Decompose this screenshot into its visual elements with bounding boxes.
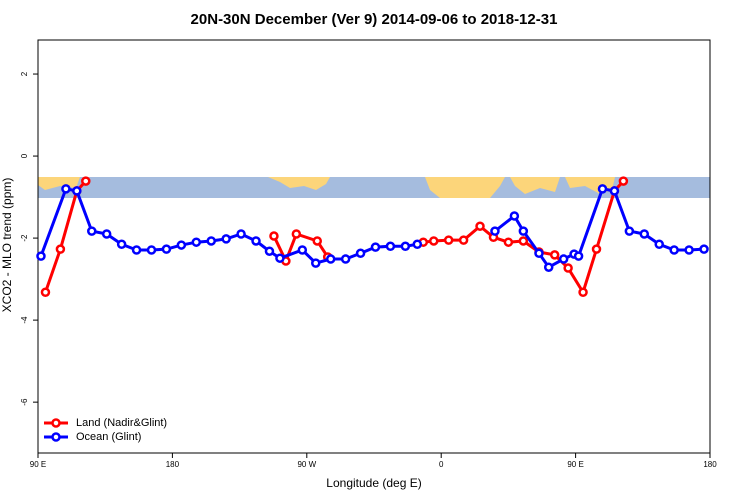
point bbox=[36, 251, 46, 261]
x-axis-label: Longitude (deg E) bbox=[326, 476, 421, 490]
legend-label: Ocean (Glint) bbox=[76, 431, 141, 443]
point bbox=[669, 245, 679, 255]
chart-title: 20N-30N December (Ver 9) 2014-09-06 to 2… bbox=[191, 11, 558, 28]
point bbox=[490, 226, 500, 236]
point bbox=[311, 258, 321, 268]
point bbox=[297, 245, 308, 255]
point bbox=[475, 221, 485, 231]
point bbox=[269, 231, 279, 241]
point bbox=[206, 236, 216, 246]
point bbox=[543, 262, 554, 272]
point bbox=[355, 248, 366, 259]
y-tick-label: -6 bbox=[20, 398, 29, 406]
point bbox=[534, 248, 544, 259]
point bbox=[275, 253, 285, 263]
point bbox=[458, 235, 469, 245]
point bbox=[340, 254, 351, 264]
point bbox=[291, 229, 302, 239]
point bbox=[518, 236, 529, 246]
y-tick-label: 0 bbox=[20, 153, 29, 158]
point bbox=[191, 237, 202, 247]
y-tick-label: -2 bbox=[20, 234, 29, 242]
point bbox=[509, 211, 520, 221]
point bbox=[370, 242, 381, 252]
point bbox=[264, 246, 275, 256]
point bbox=[639, 229, 650, 239]
point bbox=[61, 184, 71, 194]
x-tick-label: 90 W bbox=[297, 460, 316, 469]
x-tick-label: 90 E bbox=[30, 460, 46, 469]
point bbox=[400, 241, 411, 252]
point bbox=[412, 239, 423, 249]
point bbox=[176, 240, 187, 250]
point bbox=[573, 251, 584, 261]
point bbox=[161, 244, 172, 254]
map-strip bbox=[38, 177, 710, 198]
land-shape bbox=[510, 177, 560, 194]
point bbox=[654, 239, 664, 249]
land-shape bbox=[425, 177, 505, 198]
point bbox=[55, 244, 66, 254]
x-tick-label: 180 bbox=[703, 460, 717, 469]
point bbox=[609, 186, 620, 196]
point bbox=[87, 226, 97, 236]
point bbox=[597, 184, 608, 194]
y-axis-label: XCO2 - MLO trend (ppm) bbox=[0, 178, 14, 313]
point bbox=[443, 235, 454, 245]
point bbox=[385, 241, 396, 252]
point bbox=[563, 263, 573, 273]
point bbox=[549, 250, 560, 260]
point bbox=[518, 226, 529, 236]
point bbox=[101, 229, 112, 239]
point bbox=[325, 254, 336, 264]
point bbox=[221, 234, 231, 244]
legend-marker bbox=[51, 432, 61, 442]
point bbox=[578, 287, 588, 297]
point bbox=[591, 244, 602, 254]
point bbox=[558, 254, 569, 264]
point bbox=[72, 186, 82, 196]
point bbox=[312, 236, 323, 246]
point bbox=[40, 287, 51, 297]
x-tick-label: 180 bbox=[166, 460, 180, 469]
point bbox=[236, 229, 246, 239]
point bbox=[699, 244, 709, 254]
legend-marker bbox=[51, 418, 61, 428]
land-shape bbox=[268, 177, 330, 190]
point bbox=[428, 236, 439, 246]
x-tick-label: 0 bbox=[439, 460, 444, 469]
point bbox=[131, 245, 142, 255]
point bbox=[81, 176, 91, 186]
y-tick-label: -4 bbox=[20, 316, 29, 324]
plot-frame bbox=[37, 39, 711, 454]
point bbox=[116, 239, 127, 249]
point bbox=[146, 245, 157, 255]
point bbox=[624, 226, 635, 236]
y-tick-label: 2 bbox=[20, 71, 29, 76]
point bbox=[251, 236, 261, 246]
point bbox=[618, 176, 629, 186]
point bbox=[503, 237, 514, 247]
point bbox=[684, 245, 694, 255]
legend-label: Land (Nadir&Glint) bbox=[76, 417, 167, 429]
x-tick-label: 90 E bbox=[567, 460, 583, 469]
